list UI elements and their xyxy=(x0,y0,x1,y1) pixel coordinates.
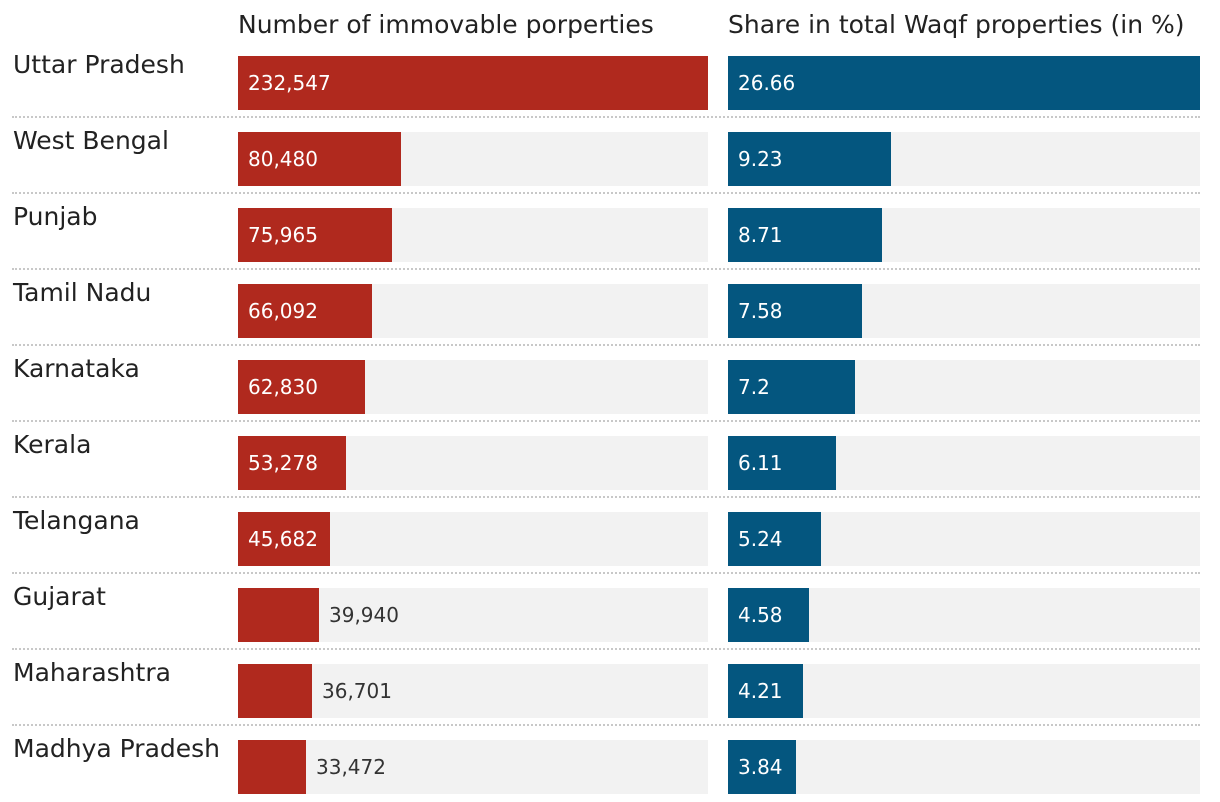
share-value-label: 6.11 xyxy=(738,451,783,475)
share-value-label: 26.66 xyxy=(738,71,796,95)
properties-value-label: 45,682 xyxy=(248,527,318,551)
properties-bar xyxy=(238,588,319,642)
share-value-label: 9.23 xyxy=(738,147,783,171)
properties-value-label: 33,472 xyxy=(316,755,386,779)
chart-row: Punjab 75,965 8.71 xyxy=(0,192,1220,268)
share-bar xyxy=(728,284,862,338)
share-value-label: 7.58 xyxy=(738,299,783,323)
state-label: Maharashtra xyxy=(13,658,171,687)
chart-row: Madhya Pradesh 33,472 3.84 xyxy=(0,724,1220,800)
properties-bar xyxy=(238,436,346,490)
state-label: Tamil Nadu xyxy=(13,278,152,307)
column-header-properties: Number of immovable porperties xyxy=(238,10,654,39)
row-divider xyxy=(12,496,1200,498)
share-value-label: 5.24 xyxy=(738,527,783,551)
properties-bar xyxy=(238,512,330,566)
share-bar xyxy=(728,664,803,718)
share-track: 7.58 xyxy=(728,284,1200,338)
chart-row: Gujarat 39,940 4.58 xyxy=(0,572,1220,648)
properties-value-label: 53,278 xyxy=(248,451,318,475)
row-divider xyxy=(12,192,1200,194)
share-track: 5.24 xyxy=(728,512,1200,566)
share-value-label: 4.21 xyxy=(738,679,783,703)
share-bar xyxy=(728,512,821,566)
share-bar xyxy=(728,740,796,794)
share-bar xyxy=(728,588,809,642)
state-label: Karnataka xyxy=(13,354,140,383)
state-label: Telangana xyxy=(13,506,140,535)
chart-row: West Bengal 80,480 9.23 xyxy=(0,116,1220,192)
properties-bar xyxy=(238,208,392,262)
properties-track: 36,701 xyxy=(238,664,708,718)
share-bar xyxy=(728,56,1200,110)
share-track: 4.21 xyxy=(728,664,1200,718)
row-divider xyxy=(12,572,1200,574)
column-header-share: Share in total Waqf properties (in %) xyxy=(728,10,1185,39)
row-divider xyxy=(12,648,1200,650)
properties-value-label: 232,547 xyxy=(248,71,331,95)
share-bar xyxy=(728,132,891,186)
properties-bar xyxy=(238,664,312,718)
share-value-label: 3.84 xyxy=(738,755,783,779)
share-bar xyxy=(728,208,882,262)
properties-bar xyxy=(238,56,708,110)
properties-value-label: 66,092 xyxy=(248,299,318,323)
properties-track: 75,965 xyxy=(238,208,708,262)
share-track: 9.23 xyxy=(728,132,1200,186)
row-divider xyxy=(12,268,1200,270)
properties-bar xyxy=(238,360,365,414)
chart-row: Maharashtra 36,701 4.21 xyxy=(0,648,1220,724)
share-value-label: 4.58 xyxy=(738,603,783,627)
properties-track: 33,472 xyxy=(238,740,708,794)
share-track: 6.11 xyxy=(728,436,1200,490)
chart-row: Uttar Pradesh 232,547 26.66 xyxy=(0,40,1220,116)
row-divider xyxy=(12,344,1200,346)
share-track: 26.66 xyxy=(728,56,1200,110)
row-divider xyxy=(12,724,1200,726)
properties-value-label: 75,965 xyxy=(248,223,318,247)
properties-track: 80,480 xyxy=(238,132,708,186)
share-track: 4.58 xyxy=(728,588,1200,642)
properties-value-label: 36,701 xyxy=(322,679,392,703)
properties-value-label: 62,830 xyxy=(248,375,318,399)
share-bar xyxy=(728,436,836,490)
properties-bar xyxy=(238,132,401,186)
properties-track: 232,547 xyxy=(238,56,708,110)
row-divider xyxy=(12,420,1200,422)
properties-track: 45,682 xyxy=(238,512,708,566)
chart-row: Kerala 53,278 6.11 xyxy=(0,420,1220,496)
chart-row: Telangana 45,682 5.24 xyxy=(0,496,1220,572)
state-label: West Bengal xyxy=(13,126,169,155)
properties-track: 53,278 xyxy=(238,436,708,490)
share-track: 3.84 xyxy=(728,740,1200,794)
state-label: Punjab xyxy=(13,202,98,231)
chart-row: Tamil Nadu 66,092 7.58 xyxy=(0,268,1220,344)
properties-bar xyxy=(238,740,306,794)
share-track: 8.71 xyxy=(728,208,1200,262)
share-value-label: 8.71 xyxy=(738,223,783,247)
state-label: Uttar Pradesh xyxy=(13,50,185,79)
share-value-label: 7.2 xyxy=(738,375,770,399)
chart-row: Karnataka 62,830 7.2 xyxy=(0,344,1220,420)
share-bar xyxy=(728,360,855,414)
state-label: Kerala xyxy=(13,430,92,459)
properties-bar xyxy=(238,284,372,338)
share-track: 7.2 xyxy=(728,360,1200,414)
properties-track: 62,830 xyxy=(238,360,708,414)
state-label: Gujarat xyxy=(13,582,106,611)
properties-value-label: 39,940 xyxy=(329,603,399,627)
properties-value-label: 80,480 xyxy=(248,147,318,171)
state-label: Madhya Pradesh xyxy=(13,734,221,763)
row-divider xyxy=(12,116,1200,118)
properties-track: 66,092 xyxy=(238,284,708,338)
properties-track: 39,940 xyxy=(238,588,708,642)
